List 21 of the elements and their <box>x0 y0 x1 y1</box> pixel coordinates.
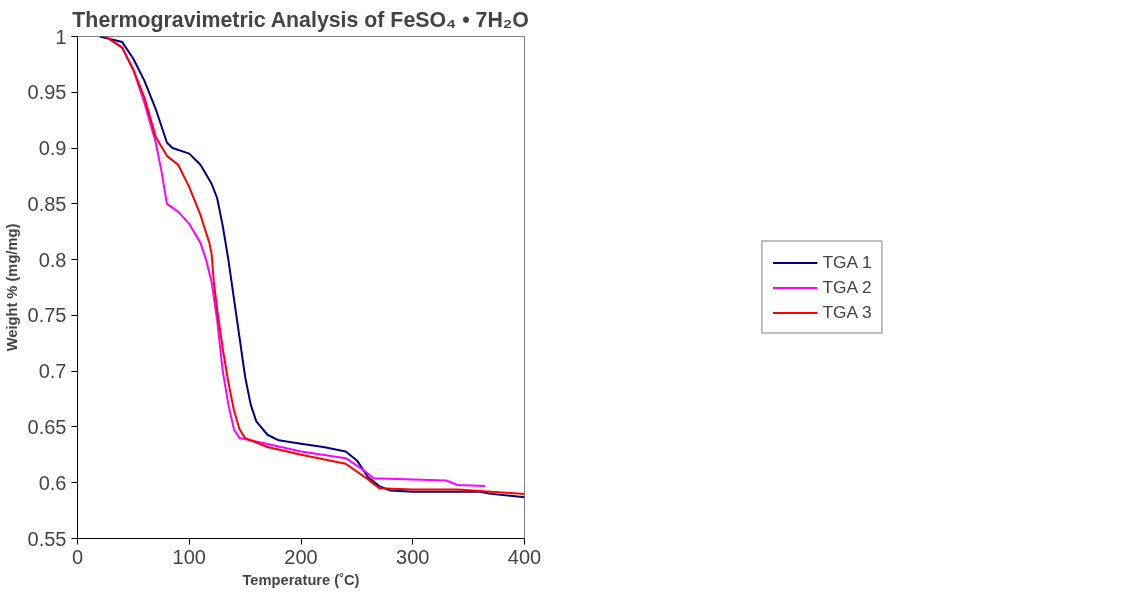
x-tick-label: 0 <box>71 545 84 568</box>
y-tick-label: 0.85 <box>27 192 67 215</box>
x-tick-label: 300 <box>396 545 430 568</box>
legend-label: TGA 3 <box>822 301 872 323</box>
y-tick-label: 0.95 <box>27 81 67 104</box>
y-tick-label: 0.55 <box>27 527 67 550</box>
y-axis-title: Weight % (mg/mg) <box>3 223 20 352</box>
chart-title: Thermogravimetric Analysis of FeSO₄ • 7H₂O <box>72 7 529 32</box>
x-axis-title: Temperature (˚C) <box>242 571 360 588</box>
x-tick-label: 400 <box>507 545 542 568</box>
x-tick-label: 100 <box>172 545 206 568</box>
x-tick-label: 200 <box>284 545 318 568</box>
y-tick-label: 0.9 <box>38 137 67 160</box>
legend-label: TGA 1 <box>822 251 872 273</box>
y-tick-label: 0.6 <box>38 471 67 494</box>
y-tick-label: 0.65 <box>27 415 67 438</box>
y-tick-label: 1 <box>55 25 67 48</box>
y-tick-label: 0.8 <box>38 248 67 271</box>
y-tick-label: 0.7 <box>38 360 67 383</box>
y-tick-label: 0.75 <box>27 304 67 327</box>
legend-label: TGA 2 <box>822 276 872 298</box>
